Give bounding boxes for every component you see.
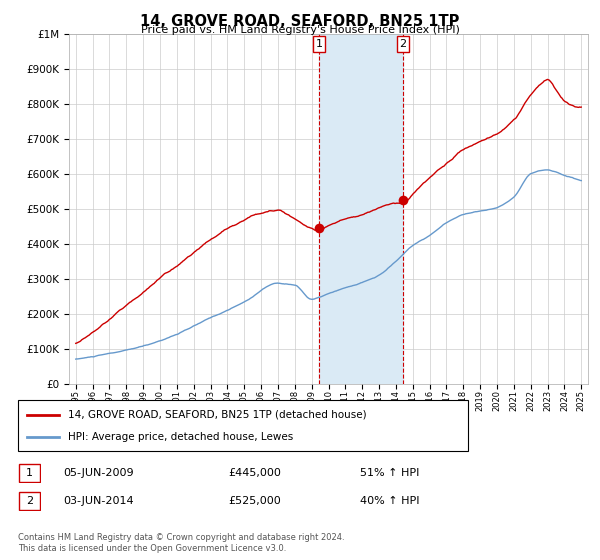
Text: 40% ↑ HPI: 40% ↑ HPI — [360, 496, 419, 506]
Text: 1: 1 — [316, 39, 322, 49]
Bar — [319, 34, 403, 384]
Text: 14, GROVE ROAD, SEAFORD, BN25 1TP (detached house): 14, GROVE ROAD, SEAFORD, BN25 1TP (detac… — [67, 409, 366, 419]
Text: 05-JUN-2009: 05-JUN-2009 — [63, 468, 134, 478]
Text: 2: 2 — [400, 39, 407, 49]
Text: Price paid vs. HM Land Registry's House Price Index (HPI): Price paid vs. HM Land Registry's House … — [140, 25, 460, 35]
FancyBboxPatch shape — [19, 464, 40, 482]
Text: £525,000: £525,000 — [228, 496, 281, 506]
Text: 51% ↑ HPI: 51% ↑ HPI — [360, 468, 419, 478]
Text: 2: 2 — [26, 496, 33, 506]
FancyBboxPatch shape — [19, 492, 40, 510]
Text: Contains HM Land Registry data © Crown copyright and database right 2024.
This d: Contains HM Land Registry data © Crown c… — [18, 533, 344, 553]
Text: 14, GROVE ROAD, SEAFORD, BN25 1TP: 14, GROVE ROAD, SEAFORD, BN25 1TP — [140, 14, 460, 29]
Text: £445,000: £445,000 — [228, 468, 281, 478]
FancyBboxPatch shape — [18, 400, 468, 451]
Text: 1: 1 — [26, 468, 33, 478]
Text: HPI: Average price, detached house, Lewes: HPI: Average price, detached house, Lewe… — [67, 432, 293, 442]
Text: 03-JUN-2014: 03-JUN-2014 — [63, 496, 134, 506]
